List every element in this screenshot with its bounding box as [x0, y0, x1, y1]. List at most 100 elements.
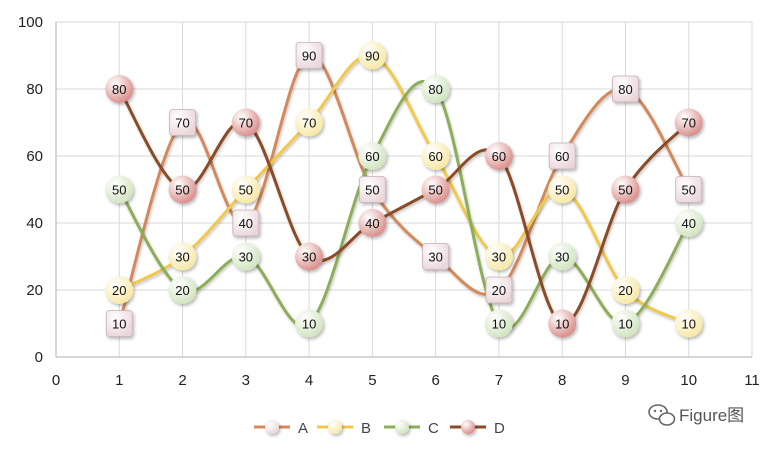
point-d: 30 [295, 242, 324, 271]
marker-a [105, 310, 133, 337]
point-a: 50 [358, 176, 386, 203]
point-d: 60 [484, 142, 513, 170]
marker-d [295, 242, 324, 271]
legend: A B C D [254, 420, 505, 437]
data-label-b: 30 [492, 250, 506, 265]
point-a: 70 [169, 109, 196, 136]
data-label-d: 70 [239, 116, 253, 131]
data-label-c: 10 [492, 317, 506, 332]
x-tick-label: 11 [744, 372, 760, 389]
marker-a [612, 75, 639, 103]
point-a: 50 [675, 176, 703, 203]
y-tick-label: 20 [26, 282, 43, 299]
point-d: 50 [611, 175, 640, 204]
point-b: 20 [105, 276, 134, 304]
point-a: 90 [295, 42, 323, 69]
point-b: 10 [674, 309, 703, 338]
data-label-a: 60 [555, 149, 569, 164]
data-label-d: 60 [492, 149, 506, 164]
point-d: 50 [168, 175, 197, 204]
series-line-b [118, 53, 690, 325]
marker-c [105, 175, 134, 204]
point-d: 80 [105, 75, 134, 103]
point-b: 70 [295, 108, 324, 137]
legend-marker-b [328, 420, 342, 434]
data-label-a: 90 [302, 49, 316, 64]
data-label-a: 50 [365, 183, 379, 198]
data-label-c: 20 [175, 283, 189, 298]
x-tick-label: 4 [305, 372, 313, 389]
legend-marker-d [461, 420, 475, 434]
point-d: 50 [421, 175, 450, 204]
x-tick-label: 10 [680, 372, 697, 389]
y-tick-label: 40 [26, 215, 43, 232]
data-label-c: 80 [428, 82, 442, 97]
x-tick-label: 6 [431, 372, 439, 389]
marker-b [611, 276, 640, 304]
data-label-b: 70 [302, 116, 316, 131]
data-label-a: 80 [618, 82, 632, 97]
point-b: 90 [358, 41, 387, 70]
data-label-b: 90 [365, 49, 379, 64]
point-d: 70 [231, 108, 260, 137]
point-c: 20 [168, 276, 197, 304]
marker-d [358, 209, 387, 237]
point-a: 40 [232, 209, 260, 237]
marker-d [611, 175, 640, 204]
x-tick-label: 9 [621, 372, 629, 389]
data-label-d: 50 [618, 183, 632, 198]
legend-item-c: C [384, 420, 439, 437]
x-tick-label: 0 [52, 372, 60, 389]
marker-c [168, 276, 197, 304]
marker-d [484, 142, 513, 170]
series-line-c [118, 80, 691, 330]
y-tick-label: 60 [26, 148, 43, 165]
data-label-b: 30 [175, 250, 189, 265]
data-label-a: 50 [681, 183, 695, 198]
y-tick-label: 100 [18, 14, 43, 31]
legend-label-a: A [298, 420, 308, 437]
y-tick-label: 0 [35, 349, 43, 366]
point-c: 30 [231, 242, 260, 271]
x-tick-label: 8 [558, 372, 566, 389]
marker-d [231, 108, 260, 137]
x-tick-label: 3 [242, 372, 250, 389]
data-label-c: 60 [365, 149, 379, 164]
marker-c [358, 142, 387, 170]
marker-b [231, 175, 260, 204]
data-label-c: 40 [681, 216, 695, 231]
marker-a [169, 109, 196, 136]
wechat-icon [648, 404, 676, 426]
marker-a [358, 176, 386, 203]
point-c: 10 [484, 309, 513, 338]
data-label-a: 10 [112, 317, 126, 332]
point-a: 30 [422, 243, 450, 270]
data-label-d: 70 [681, 116, 695, 131]
marker-b [358, 41, 387, 70]
marker-d [105, 75, 134, 103]
marker-a [548, 142, 576, 170]
data-label-d: 30 [302, 250, 316, 265]
point-c: 10 [611, 309, 640, 338]
data-label-b: 10 [681, 317, 695, 332]
data-label-b: 60 [428, 149, 442, 164]
data-label-d: 40 [365, 216, 379, 231]
marker-b [674, 309, 703, 338]
marker-a [485, 276, 513, 304]
data-label-a: 40 [239, 216, 253, 231]
legend-item-a: A [254, 420, 308, 437]
legend-marker-a [265, 420, 279, 434]
marker-c [231, 242, 260, 271]
marker-c [484, 309, 513, 338]
data-label-b: 50 [239, 183, 253, 198]
marker-a [675, 176, 703, 203]
marker-d [168, 175, 197, 204]
point-b: 50 [231, 175, 260, 204]
point-d: 70 [674, 108, 703, 137]
y-tick-label: 80 [26, 81, 43, 98]
marker-a [232, 209, 260, 237]
point-c: 50 [105, 175, 134, 204]
x-tick-label: 2 [178, 372, 186, 389]
marker-b [295, 108, 324, 137]
x-tick-label: 5 [368, 372, 376, 389]
